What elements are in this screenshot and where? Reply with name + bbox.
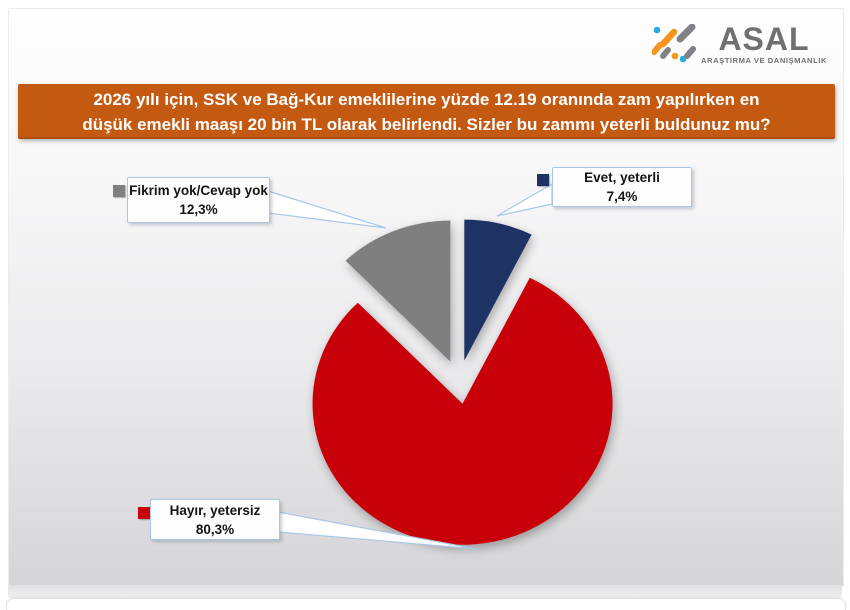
callout-value: 7,4% — [606, 189, 638, 204]
callout-value: 80,3% — [195, 521, 235, 537]
pie-slice-evet-yeterli — [464, 219, 532, 361]
logo-wordmark: ASAL — [718, 21, 810, 57]
legend-marker-fikrim — [113, 185, 125, 197]
question-banner: 2026 yılı için, SSK ve Bağ-Kur emekliler… — [18, 84, 835, 139]
callout-evet-yeterli: Evet, yeterli 7,4% — [552, 167, 692, 207]
callout-label: Evet, yeterli — [584, 170, 660, 185]
callout-label: Fikrim yok/Cevap yok — [129, 183, 268, 198]
leader-line-evet — [496, 182, 553, 217]
pie-slice-hayir-yetersiz — [312, 277, 613, 545]
asal-logo-icon — [652, 24, 696, 63]
pie-slices — [312, 219, 613, 545]
question-line-2: düşük emekli maaşı 20 bin TL olarak beli… — [82, 114, 771, 134]
callout-label: Hayır, yetersiz — [169, 502, 261, 518]
callout-fikrim-yok: Fikrim yok/Cevap yok 12,3% — [127, 177, 270, 223]
slide-bottom-shadow — [8, 585, 842, 598]
next-slide-edge — [6, 598, 846, 610]
logo-tagline: ARAŞTIRMA VE DANIŞMANLIK — [701, 56, 827, 65]
callout-value: 12,3% — [179, 202, 218, 217]
leader-line-fikrim — [267, 190, 387, 229]
legend-marker-evet — [537, 174, 549, 186]
legend-marker-hayir — [138, 507, 150, 519]
callout-hayir-yetersiz: Hayır, yetersiz 80,3% — [150, 499, 280, 540]
asal-logo-text: ASAL ARAŞTIRMA VE DANIŞMANLIK — [701, 21, 827, 65]
pie-slice-fikrim-yok — [345, 220, 451, 362]
asal-logo: ASAL ARAŞTIRMA VE DANIŞMANLIK — [652, 21, 827, 65]
question-line-1: 2026 yılı için, SSK ve Bağ-Kur emekliler… — [93, 89, 760, 109]
